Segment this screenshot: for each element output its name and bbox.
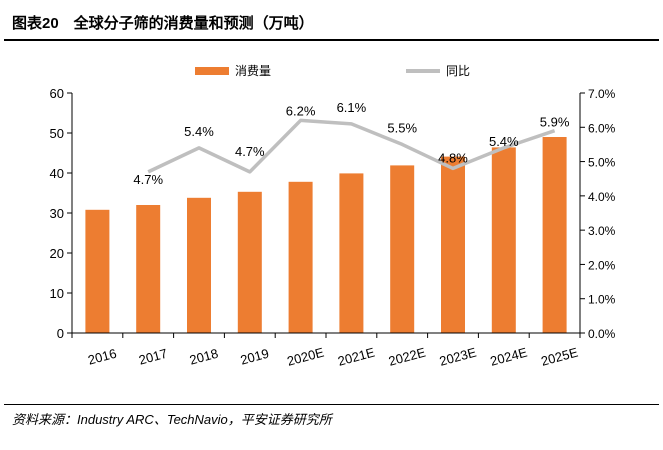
title-divider [4,39,659,41]
y2-tick-label: 1.0% [588,293,616,307]
y-tick-label: 20 [50,246,64,261]
line-data-label: 5.9% [540,115,570,130]
y-tick-label: 30 [50,206,64,221]
y2-tick-label: 6.0% [588,121,616,135]
x-tick-label: 2018 [188,346,220,368]
bar [187,197,211,333]
x-tick-label: 2024E [489,344,530,368]
y2-tick-label: 3.0% [588,224,616,238]
source-note: 资料来源：Industry ARC、TechNavio，平安证券研究所 [12,412,332,427]
line-data-label: 5.4% [489,134,519,149]
x-tick-label: 2022E [387,344,428,368]
x-tick-label: 2016 [86,346,118,368]
bar [542,137,567,333]
bar [85,209,110,333]
bar [136,205,161,333]
bar [237,191,262,333]
x-tick-label: 2020E [285,344,326,368]
line-data-label: 4.7% [235,144,265,159]
bar [491,147,516,333]
y2-tick-label: 7.0% [588,87,616,101]
legend: 消费量 同比 [195,64,470,78]
chart: 消费量 同比 0 10 20 30 40 50 60 0.0% 1.0% 2.0% 3.0% 4.0% 5.… [50,64,616,369]
x-tick-label: 2019 [239,346,271,368]
y2-tick-label: 0.0% [588,327,616,341]
bar [441,156,465,333]
x-tick-label: 2021E [336,344,377,368]
y-tick-label: 60 [50,86,64,101]
legend-label-line: 同比 [446,64,470,78]
line-data-label: 5.5% [387,120,417,135]
y-tick-label: 50 [50,126,64,141]
y-tick-label: 0 [57,326,64,341]
x-tick-label: 2025E [539,344,580,368]
bar [288,181,313,333]
bar [390,165,415,333]
line-data-label: 5.4% [184,124,214,139]
line-data-label: 6.2% [286,103,316,118]
bar-series [85,137,567,333]
line-data-label: 4.7% [133,172,163,187]
legend-label-bar: 消费量 [235,64,271,78]
y-tick-label: 40 [50,166,64,181]
figure-footer: 资料来源：Industry ARC、TechNavio，平安证券研究所 [0,398,663,450]
line-data-label: 6.1% [337,100,367,115]
x-tick-label: 2023E [438,344,479,368]
x-tick-label: 2017 [137,346,169,368]
figure-header: 图表20 全球分子筛的消费量和预测（万吨） [0,0,663,44]
y-tick-label: 10 [50,286,64,301]
line-series [147,118,556,174]
y2-tick-label: 4.0% [588,190,616,204]
source-divider [4,404,659,405]
line-data-label: 4.8% [438,150,468,165]
bar [339,173,364,333]
figure-title: 图表20 全球分子筛的消费量和预测（万吨） [12,15,314,32]
legend-swatch-bar [195,67,229,75]
y2-tick-label: 2.0% [588,258,616,272]
y2-tick-label: 5.0% [588,156,616,170]
